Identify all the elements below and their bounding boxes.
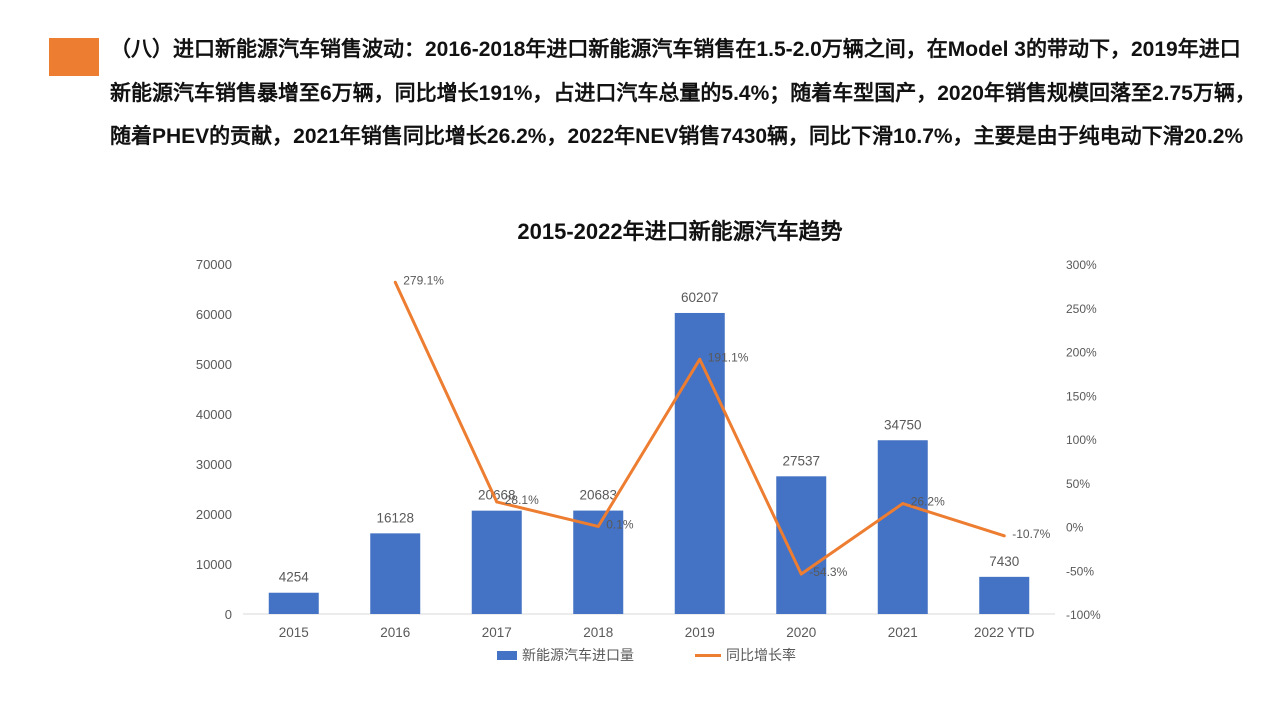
x-tick-label: 2015 bbox=[279, 625, 309, 640]
line-point bbox=[596, 524, 600, 528]
bar bbox=[268, 592, 319, 614]
chart-title: 2015-2022年进口新能源汽车趋势 bbox=[517, 219, 843, 244]
y-right-tick-label: 250% bbox=[1066, 302, 1097, 316]
line-point bbox=[495, 500, 499, 504]
y-left-tick-label: 40000 bbox=[196, 407, 232, 422]
y-right-tick-label: -50% bbox=[1066, 564, 1094, 578]
bar bbox=[979, 576, 1030, 614]
x-tick-label: 2021 bbox=[888, 625, 918, 640]
x-tick-label: 2022 YTD bbox=[974, 625, 1035, 640]
legend-label-line: 同比增长率 bbox=[726, 647, 796, 663]
bar bbox=[674, 312, 725, 614]
line-data-label: -10.7% bbox=[1012, 527, 1050, 541]
x-tick-label: 2020 bbox=[786, 625, 816, 640]
line-point bbox=[1002, 534, 1006, 538]
y-right-tick-label: 300% bbox=[1066, 258, 1097, 272]
y-right-tick-label: 200% bbox=[1066, 346, 1097, 360]
legend-item-line: 同比增长率 bbox=[695, 645, 796, 665]
y-right-tick-label: 0% bbox=[1066, 521, 1084, 535]
y-left-tick-label: 60000 bbox=[196, 307, 232, 322]
legend-swatch-bar bbox=[497, 650, 517, 660]
legend-label-bars: 新能源汽车进口量 bbox=[522, 647, 634, 663]
line-data-label: 191.1% bbox=[708, 350, 749, 364]
line-point bbox=[799, 572, 803, 576]
line-data-label: 28.1% bbox=[505, 493, 539, 507]
legend-item-bars: 新能源汽车进口量 bbox=[497, 645, 634, 665]
bar-data-label: 20683 bbox=[579, 488, 617, 503]
bar-data-label: 7430 bbox=[989, 554, 1019, 569]
y-right-tick-label: 100% bbox=[1066, 433, 1097, 447]
y-left-tick-label: 0 bbox=[225, 607, 232, 622]
y-right-tick-label: -100% bbox=[1066, 608, 1101, 622]
line-point bbox=[393, 280, 397, 284]
line-point bbox=[698, 357, 702, 361]
line-data-label: -54.3% bbox=[809, 565, 847, 579]
x-tick-label: 2017 bbox=[482, 625, 512, 640]
bar-data-label: 34750 bbox=[884, 417, 922, 432]
summary-paragraph: （八）进口新能源汽车销售波动：2016-2018年进口新能源汽车销售在1.5-2… bbox=[110, 38, 1256, 148]
x-tick-label: 2016 bbox=[380, 625, 410, 640]
bar-data-label: 16128 bbox=[376, 510, 414, 525]
y-right-tick-label: 150% bbox=[1066, 389, 1097, 403]
bar bbox=[471, 510, 522, 614]
legend-swatch-line bbox=[695, 653, 721, 657]
bar-data-label: 4254 bbox=[279, 570, 310, 585]
line-point bbox=[901, 502, 905, 506]
line-data-label: 26.2% bbox=[911, 495, 945, 509]
x-tick-label: 2018 bbox=[583, 625, 613, 640]
bar-data-label: 60207 bbox=[681, 290, 719, 305]
chart-legend: 新能源汽车进口量 同比增长率 bbox=[0, 645, 1280, 667]
y-left-tick-label: 70000 bbox=[196, 257, 232, 272]
accent-block bbox=[49, 38, 99, 76]
y-left-tick-label: 20000 bbox=[196, 507, 232, 522]
line-data-label: 279.1% bbox=[403, 273, 444, 287]
line-data-label: 0.1% bbox=[606, 517, 634, 531]
bar-data-label: 27537 bbox=[782, 453, 820, 468]
bar bbox=[776, 476, 827, 614]
bar bbox=[370, 533, 421, 614]
y-right-tick-label: 50% bbox=[1066, 477, 1090, 491]
bar-data-label: 20668 bbox=[478, 488, 516, 503]
bar bbox=[877, 440, 928, 614]
y-left-tick-label: 10000 bbox=[196, 557, 232, 572]
y-left-tick-label: 30000 bbox=[196, 457, 232, 472]
y-left-tick-label: 50000 bbox=[196, 357, 232, 372]
x-tick-label: 2019 bbox=[685, 625, 715, 640]
